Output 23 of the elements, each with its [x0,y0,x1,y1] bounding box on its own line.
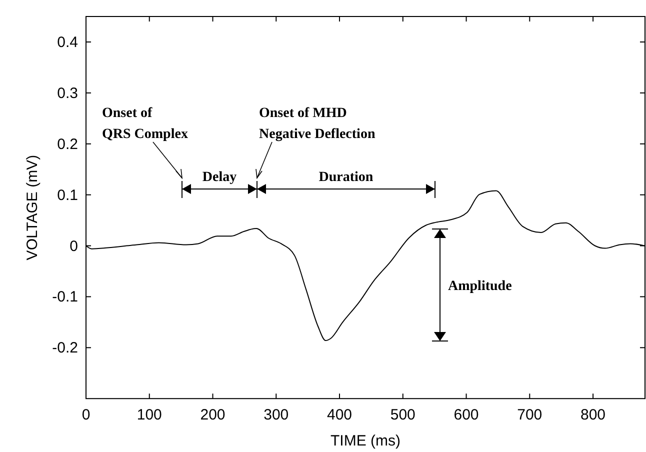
y-axis-title: VOLTAGE (mV) [24,154,41,260]
x-axis-title: TIME (ms) [330,432,400,450]
x-tick-label: 500 [390,406,416,424]
y-tick-label: -0.1 [52,288,78,306]
y-tick-label: 0.2 [57,136,78,153]
annotation: Delay [202,170,237,185]
x-tick-label: 600 [454,406,479,424]
y-tick-label: 0 [70,238,78,255]
x-tick-label: 100 [136,406,162,424]
y-tick-label: 0.3 [57,84,78,102]
x-tick-label: 0 [82,406,90,424]
annotation: Onset of QRS Complex [102,106,188,142]
x-tick-label: 400 [327,406,352,424]
x-tick-label: 200 [200,406,226,424]
x-tick-label: 700 [517,406,542,424]
annotation: Amplitude [448,279,512,294]
x-tick-label: 800 [580,406,606,424]
y-tick-label: -0.2 [52,340,78,357]
annotation: Duration [318,170,374,185]
y-tick-label: 0.1 [57,186,78,204]
x-tick-label: 300 [264,406,289,424]
annotation: Onset of MHD Negative Deflection [259,106,376,142]
y-tick-label: 0.4 [57,34,78,51]
